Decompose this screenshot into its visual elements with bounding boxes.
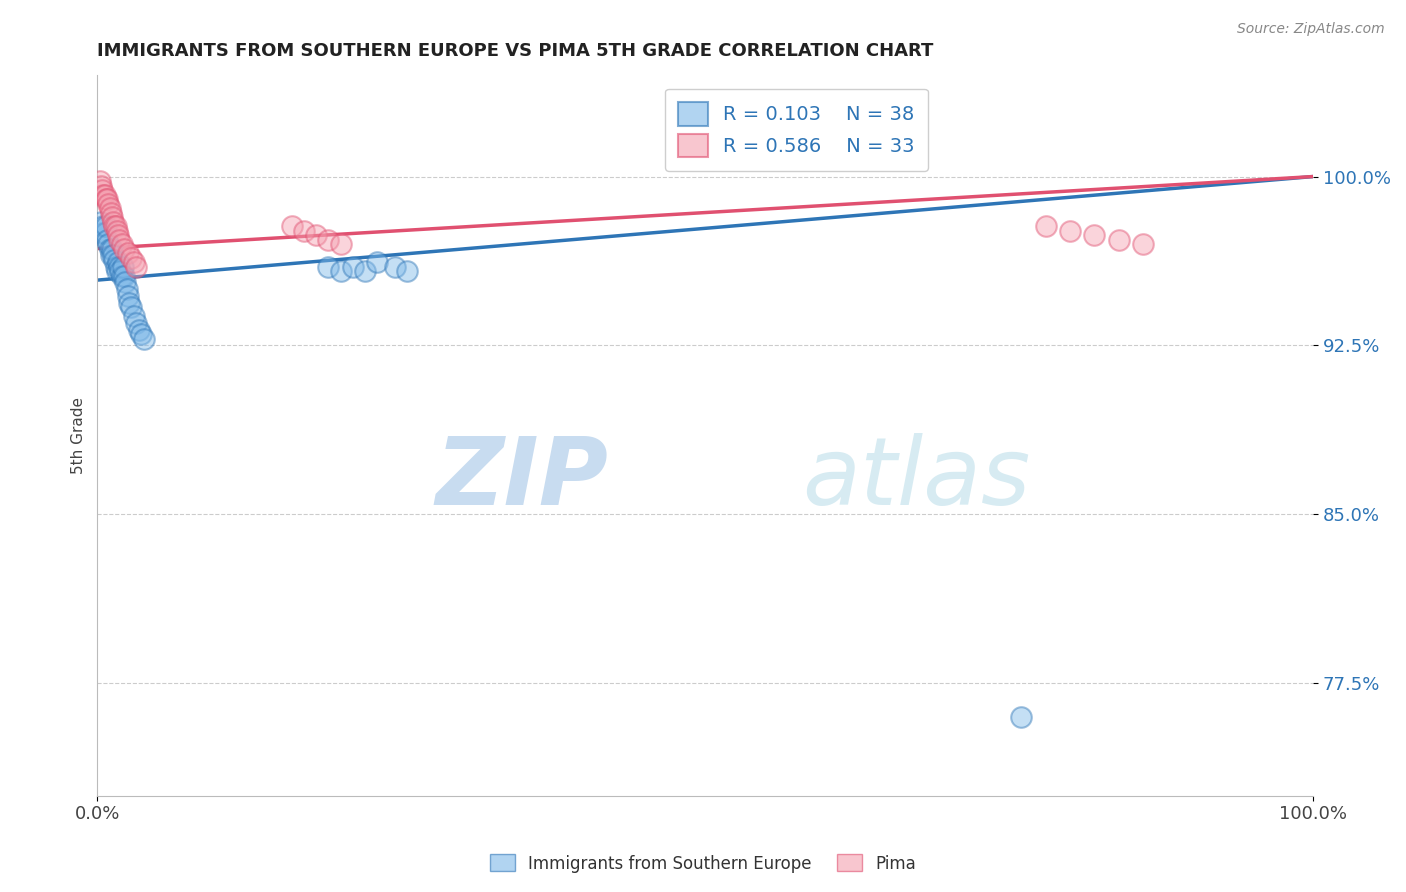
- Point: [318, 260, 340, 274]
- Point: [329, 264, 352, 278]
- Point: [318, 233, 340, 247]
- Point: [93, 187, 115, 202]
- Point: [1035, 219, 1057, 233]
- Point: [128, 323, 150, 337]
- Point: [104, 260, 127, 274]
- Point: [111, 260, 134, 274]
- Point: [93, 219, 115, 233]
- Point: [91, 183, 114, 197]
- Point: [1059, 223, 1081, 237]
- Point: [110, 264, 132, 278]
- Point: [96, 192, 118, 206]
- Point: [101, 242, 124, 256]
- Point: [1132, 237, 1154, 252]
- Point: [93, 226, 115, 240]
- Point: [117, 246, 139, 260]
- Point: [103, 219, 125, 233]
- Point: [292, 223, 315, 237]
- Point: [105, 264, 128, 278]
- Point: [120, 251, 142, 265]
- Point: [108, 233, 131, 247]
- Point: [100, 205, 122, 219]
- Point: [104, 219, 127, 233]
- Point: [125, 260, 148, 274]
- Point: [118, 295, 141, 310]
- Point: [96, 233, 118, 247]
- Point: [105, 223, 128, 237]
- Text: atlas: atlas: [803, 434, 1031, 524]
- Point: [97, 237, 120, 252]
- Point: [396, 264, 419, 278]
- Text: Source: ZipAtlas.com: Source: ZipAtlas.com: [1237, 22, 1385, 37]
- Point: [94, 219, 117, 233]
- Point: [132, 332, 155, 346]
- Point: [112, 242, 135, 256]
- Point: [90, 214, 112, 228]
- Point: [107, 255, 129, 269]
- Point: [342, 260, 364, 274]
- Point: [111, 237, 134, 252]
- Point: [1010, 710, 1032, 724]
- Point: [305, 228, 328, 243]
- Point: [107, 228, 129, 243]
- Point: [93, 187, 115, 202]
- Point: [1108, 233, 1130, 247]
- Point: [122, 309, 145, 323]
- Point: [281, 219, 304, 233]
- Point: [100, 248, 122, 262]
- Y-axis label: 5th Grade: 5th Grade: [72, 397, 86, 474]
- Point: [103, 252, 125, 267]
- Point: [129, 327, 152, 342]
- Legend: R = 0.103    N = 38, R = 0.586    N = 33: R = 0.103 N = 38, R = 0.586 N = 33: [665, 88, 928, 171]
- Point: [94, 192, 117, 206]
- Point: [98, 242, 121, 256]
- Legend: Immigrants from Southern Europe, Pima: Immigrants from Southern Europe, Pima: [484, 847, 922, 880]
- Point: [111, 268, 134, 283]
- Point: [384, 260, 406, 274]
- Point: [108, 260, 131, 274]
- Point: [117, 289, 139, 303]
- Point: [366, 255, 388, 269]
- Point: [114, 276, 136, 290]
- Point: [125, 316, 148, 330]
- Point: [101, 214, 124, 228]
- Point: [122, 255, 145, 269]
- Text: ZIP: ZIP: [436, 433, 607, 524]
- Point: [329, 237, 352, 252]
- Point: [353, 264, 375, 278]
- Point: [1083, 228, 1105, 243]
- Point: [89, 174, 111, 188]
- Point: [90, 178, 112, 193]
- Text: IMMIGRANTS FROM SOUTHERN EUROPE VS PIMA 5TH GRADE CORRELATION CHART: IMMIGRANTS FROM SOUTHERN EUROPE VS PIMA …: [97, 42, 934, 60]
- Point: [98, 201, 121, 215]
- Point: [101, 248, 124, 262]
- Point: [112, 268, 135, 283]
- Point: [97, 196, 120, 211]
- Point: [101, 210, 124, 224]
- Point: [115, 282, 138, 296]
- Point: [91, 226, 114, 240]
- Point: [120, 300, 142, 314]
